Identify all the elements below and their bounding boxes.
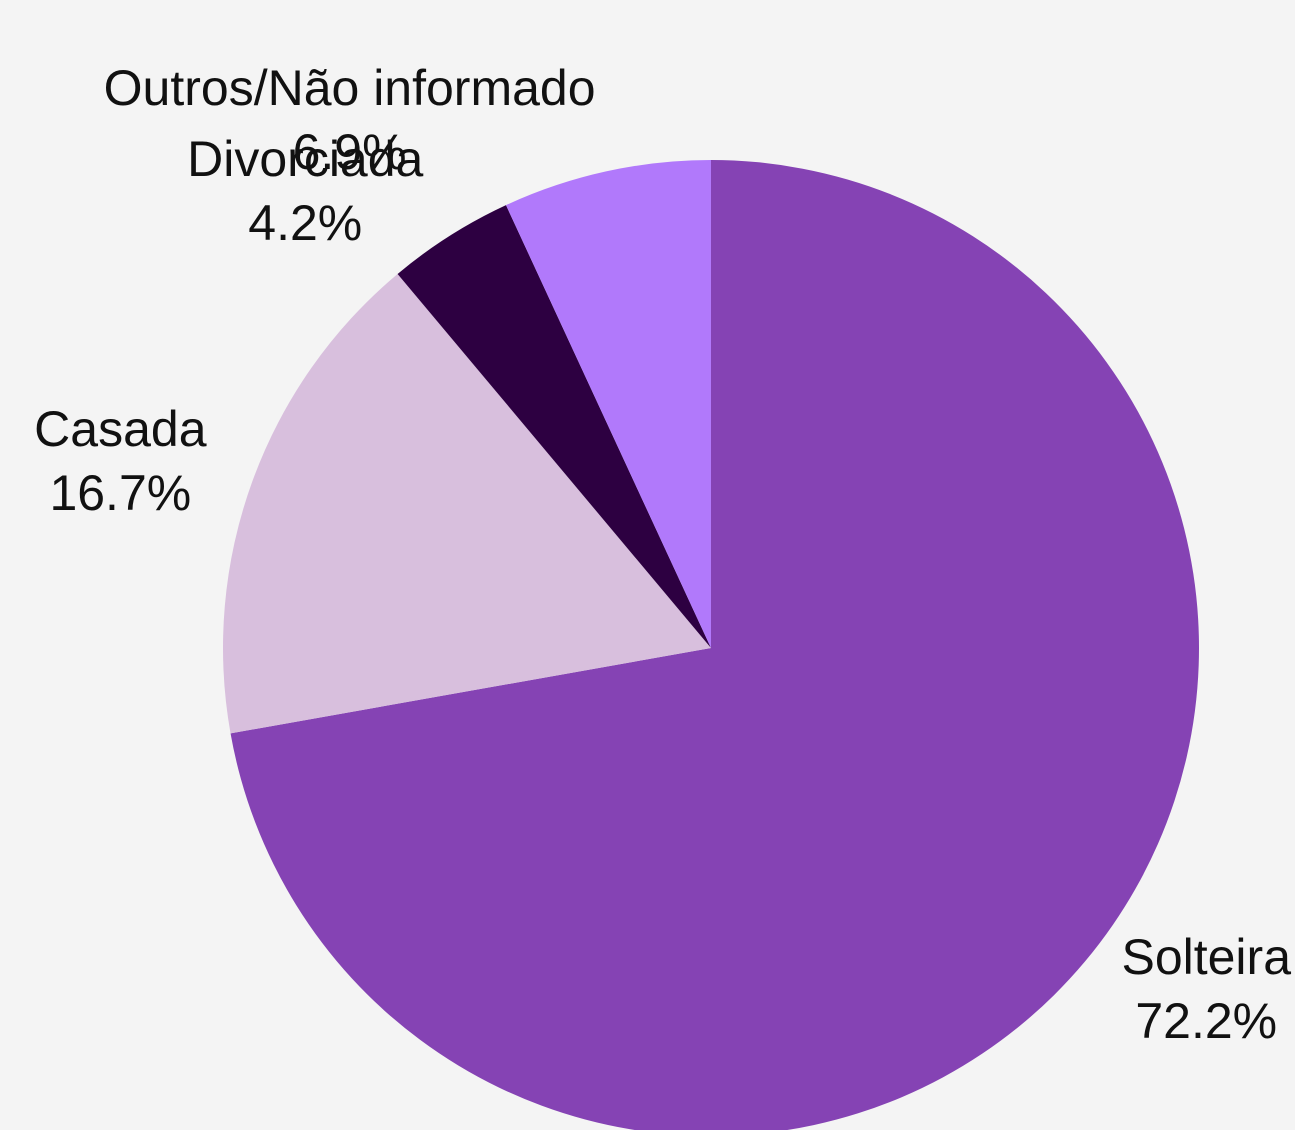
slice-label: Solteira bbox=[1121, 929, 1291, 985]
slice-value-label: 4.2% bbox=[248, 195, 362, 251]
slice-label: Casada bbox=[34, 401, 207, 457]
pie-slice bbox=[505, 160, 711, 648]
pie-slice bbox=[397, 205, 711, 649]
slice-label: Divorciada bbox=[187, 131, 423, 187]
slice-label: Outros/Não informado bbox=[104, 60, 596, 116]
slice-value-label: 6.9% bbox=[293, 124, 407, 180]
pie-slice bbox=[230, 160, 1199, 1130]
slice-value-label: 16.7% bbox=[49, 465, 191, 521]
slice-value-label: 72.2% bbox=[1135, 993, 1277, 1049]
pie-slice bbox=[223, 273, 712, 734]
